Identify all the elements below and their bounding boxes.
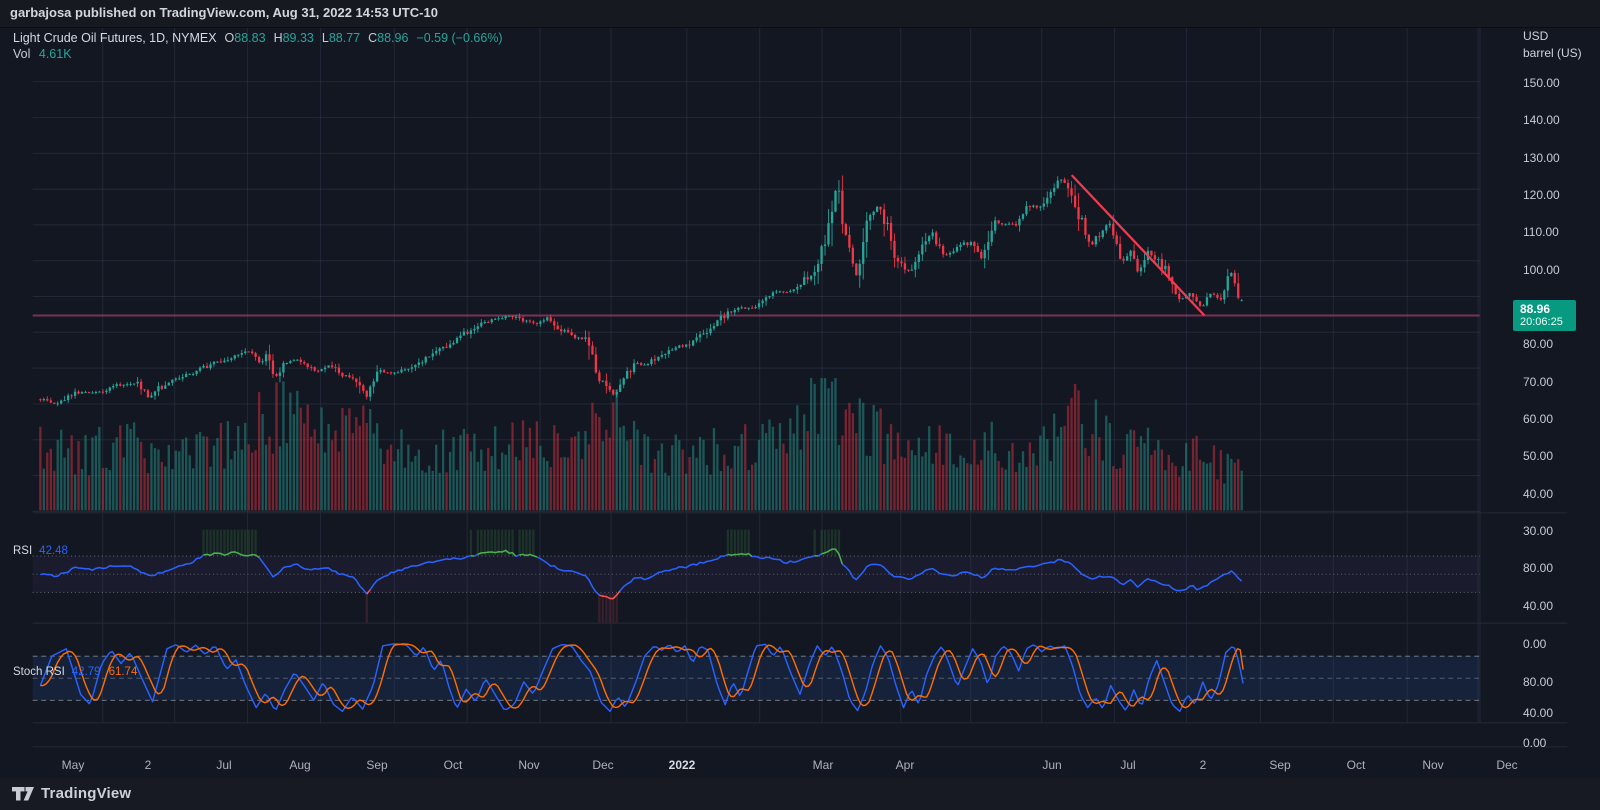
- price-tick-label: 60.00: [1523, 411, 1554, 426]
- tradingview-branding[interactable]: TradingView: [12, 785, 131, 802]
- gridlines: [32, 27, 1481, 723]
- open-value: 88.83: [234, 31, 266, 45]
- stoch-d-line: [40, 643, 1244, 710]
- publish-bar: garbajosa published on TradingView.com, …: [0, 0, 1600, 28]
- time-axis-label: 2: [1199, 758, 1207, 772]
- open-label: O: [224, 31, 235, 45]
- low-value: 88.77: [328, 31, 361, 45]
- last-price-badge: 88.96 20:06:25: [1513, 300, 1576, 331]
- rsi-line: [40, 548, 1243, 600]
- rsi-tick-label: 40.00: [1523, 599, 1554, 613]
- time-axis-label: Sep: [1269, 758, 1291, 772]
- publish-text: garbajosa published on TradingView.com, …: [10, 5, 438, 20]
- rsi-threshold-bars: [202, 529, 841, 623]
- stoch-k-value: 42.79: [71, 666, 101, 678]
- volume-label: Vol: [13, 47, 31, 61]
- rsi-label: RSI: [13, 545, 33, 557]
- candlesticks: [39, 175, 1243, 407]
- time-axis-label: May: [61, 758, 85, 772]
- stoch-tick-label: 80.00: [1523, 674, 1554, 689]
- change-value: −0.59 (−0.66%): [416, 31, 503, 45]
- high-value: 89.33: [282, 31, 314, 45]
- time-axis-label: Jun: [1042, 758, 1062, 772]
- price-tick-label: 40.00: [1523, 486, 1554, 501]
- high-label: H: [273, 31, 283, 45]
- stoch-tick-label: 40.00: [1523, 705, 1554, 720]
- volume-value: 4.61K: [38, 47, 72, 61]
- price-tick-label: 130.00: [1523, 150, 1560, 165]
- price-tick-label: 150.00: [1523, 76, 1560, 90]
- time-axis-label: Nov: [518, 758, 540, 772]
- price-tick-label: 80.00: [1523, 337, 1554, 352]
- price-axis-unit: USD barrel (US): [1523, 29, 1582, 60]
- close-value: 88.96: [377, 31, 409, 45]
- trendline[interactable]: [1071, 174, 1205, 316]
- time-axis-label: Apr: [895, 758, 915, 772]
- time-axis-label: 2022: [668, 758, 696, 772]
- price-tick-label: 110.00: [1523, 225, 1559, 240]
- symbol-legend[interactable]: Light Crude Oil Futures, 1D, NYMEX O88.83…: [13, 31, 503, 45]
- chart-widget[interactable]: Light Crude Oil Futures, 1D, NYMEX O88.83…: [0, 27, 1600, 778]
- volume-legend[interactable]: Vol 4.61K: [13, 47, 72, 61]
- price-tick-label: 120.00: [1523, 187, 1560, 202]
- price-tick-label: 140.00: [1523, 113, 1560, 128]
- time-axis-label: Nov: [1422, 758, 1444, 772]
- time-axis-label: Mar: [812, 758, 834, 772]
- stoch-rsi-legend[interactable]: Stoch RSI 42.79 61.74: [13, 666, 137, 678]
- close-label: C: [368, 31, 378, 45]
- rsi-tick-label: 0.00: [1523, 637, 1547, 651]
- time-axis-label: 2: [144, 758, 152, 772]
- time-axis-label: Dec: [592, 758, 614, 772]
- time-axis-label: Oct: [1346, 758, 1366, 772]
- last-price-value: 88.96: [1520, 302, 1551, 316]
- pane-separators: [32, 27, 1568, 748]
- price-tick-label: 70.00: [1523, 374, 1554, 389]
- low-label: L: [321, 31, 329, 45]
- price-tick-label: 100.00: [1523, 262, 1560, 277]
- symbol-title: Light Crude Oil Futures, 1D, NYMEX: [13, 31, 217, 45]
- rsi-tick-label: 80.00: [1523, 561, 1554, 575]
- chart-canvas[interactable]: [0, 27, 1600, 778]
- bar-countdown: 20:06:25: [1520, 316, 1563, 328]
- stoch-d-value: 61.74: [108, 666, 138, 678]
- time-axis-label: Oct: [443, 758, 463, 772]
- time-axis-label: Dec: [1496, 758, 1518, 772]
- rsi-value: 42.48: [39, 545, 68, 557]
- time-axis-label: Aug: [289, 758, 311, 772]
- tradingview-logo-text: TradingView: [41, 785, 132, 802]
- time-axis-label: Sep: [366, 758, 388, 772]
- price-tick-label: 30.00: [1523, 523, 1554, 538]
- time-axis-label: Jul: [1120, 758, 1136, 772]
- rsi-band: [32, 555, 1481, 593]
- price-tick-label: 50.00: [1523, 449, 1554, 464]
- volume-bars: [39, 378, 1243, 511]
- stoch-k-line: [39, 643, 1244, 713]
- rsi-legend[interactable]: RSI 42.48: [13, 545, 68, 557]
- stoch-rsi-label: Stoch RSI: [13, 666, 65, 678]
- stoch-tick-label: 0.00: [1523, 736, 1547, 751]
- time-axis-label: Jul: [216, 758, 232, 772]
- tradingview-logo-icon: [12, 786, 34, 800]
